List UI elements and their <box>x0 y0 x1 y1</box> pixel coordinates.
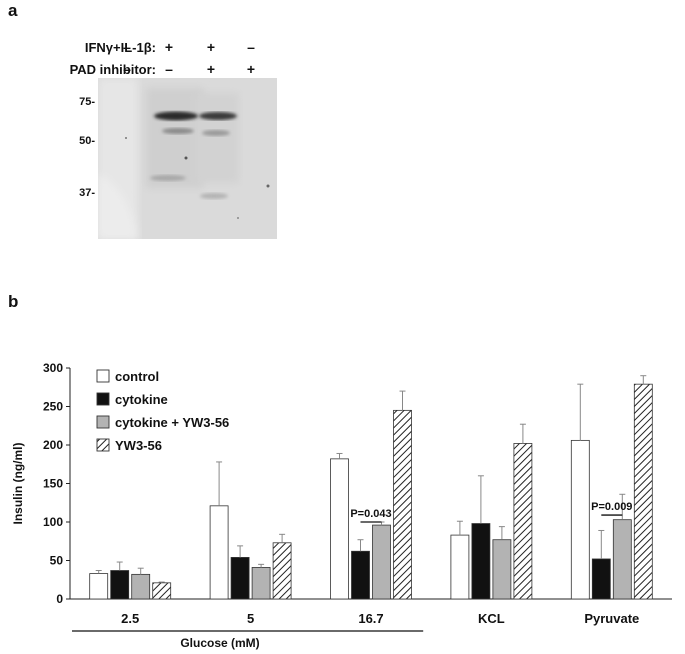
legend-swatch <box>96 415 110 429</box>
bar-cytokine-3 <box>471 523 491 600</box>
y-tick-label: 50 <box>50 554 64 568</box>
y-tick-label: 0 <box>56 592 63 606</box>
sign-pad-lane-2: – <box>165 61 173 77</box>
bar-control-3 <box>450 534 470 600</box>
blot-band-lane-2 <box>154 111 198 121</box>
y-tick-label: 250 <box>43 400 63 414</box>
sign-pad-lane-4: + <box>246 61 256 77</box>
bar-cytokine-yw3-56-4 <box>612 519 632 600</box>
legend-swatch <box>96 369 110 383</box>
legend-swatch <box>96 438 110 452</box>
bar-cytokine-1 <box>230 557 250 600</box>
y-axis-label: Insulin (ng/ml) <box>11 443 25 525</box>
bar-cytokine-yw3-56-3 <box>492 539 512 600</box>
mw-marker-75: 75- <box>79 96 95 108</box>
bar-cytokine-yw3-56-0 <box>131 573 151 600</box>
bar-control-1 <box>209 505 229 600</box>
bar-control-2 <box>330 458 349 600</box>
mw-marker-50: 50- <box>79 135 95 147</box>
panel-a-label: a <box>8 1 18 20</box>
insulin-bar-chart: 0 50 100 150 200 250 300 Insulin (ng/ml) P=0.04… <box>11 361 672 632</box>
x-tick-label: 5 <box>247 611 254 626</box>
y-tick-label: 200 <box>43 438 63 452</box>
glucose-group-label: Glucose (mM) <box>180 636 260 650</box>
sign-cytokine-lane-4: – <box>247 39 255 55</box>
bar-cytokine-yw3-56-2 <box>372 524 391 600</box>
y-tick-label: 150 <box>43 477 63 491</box>
panel-b-label: b <box>8 292 19 311</box>
treatment-label-cytokine: IFNγ+IL-1β: <box>84 40 156 55</box>
significance-label: P=0.009 <box>591 501 632 513</box>
bar-yw3-56-3 <box>513 443 533 600</box>
y-tick-label: 100 <box>43 515 63 529</box>
bar-control-4 <box>570 439 590 600</box>
legend-label: YW3-56 <box>115 438 162 453</box>
bar-cytokine-2 <box>351 550 370 600</box>
x-tick-label: 2.5 <box>121 611 139 626</box>
sign-pad-lane-1: – <box>123 61 131 77</box>
x-tick-label: KCL <box>478 611 505 626</box>
western-blot-svg <box>98 78 277 239</box>
legend-label: cytokine <box>115 392 168 407</box>
bar-control-0 <box>89 573 109 600</box>
significance-label: P=0.043 <box>350 508 391 520</box>
bar-yw3-56-2 <box>393 409 412 600</box>
legend-swatch <box>96 392 110 406</box>
sign-cytokine-lane-2: + <box>164 39 174 55</box>
sign-pad-lane-3: + <box>206 61 216 77</box>
mw-marker-37: 37- <box>79 187 95 199</box>
blot-band-lane-3 <box>199 112 237 120</box>
bar-cytokine-0 <box>110 570 130 600</box>
bar-cytokine-4 <box>591 558 611 600</box>
sign-cytokine-lane-1: – <box>123 39 131 55</box>
bar-cytokine-yw3-56-1 <box>251 567 271 600</box>
treatment-label-pad-inhibitor: PAD inhibitor: <box>69 62 156 77</box>
sign-cytokine-lane-3: + <box>206 39 216 55</box>
bar-yw3-56-1 <box>272 542 292 600</box>
bar-yw3-56-4 <box>633 383 653 600</box>
x-tick-label: 16.7 <box>358 611 383 626</box>
bar-yw3-56-0 <box>152 582 172 600</box>
y-tick-label: 300 <box>43 361 63 375</box>
western-blot-image <box>98 78 277 239</box>
x-tick-label: Pyruvate <box>584 611 639 626</box>
legend-label: cytokine + YW3-56 <box>115 415 229 430</box>
legend-label: control <box>115 369 159 384</box>
